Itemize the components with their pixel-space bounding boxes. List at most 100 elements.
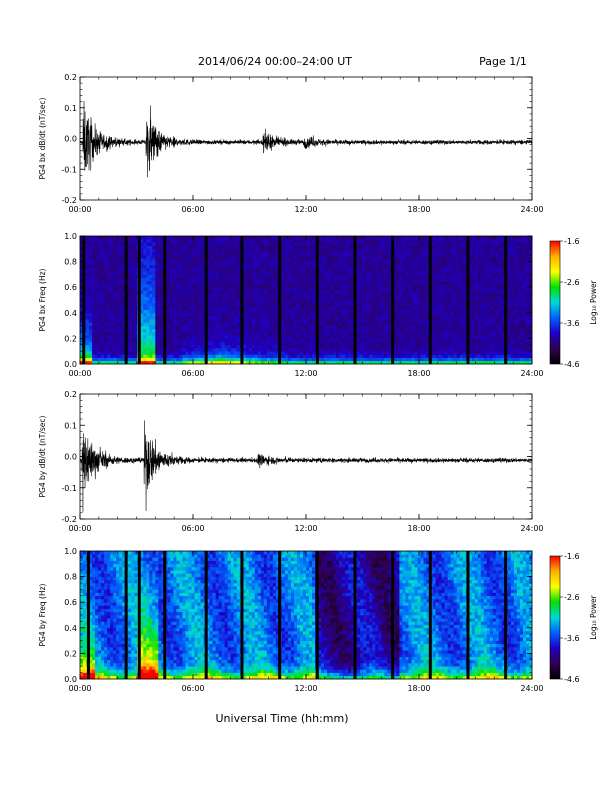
spectrogram-cell (224, 338, 228, 342)
spectrogram-cell (432, 258, 436, 262)
spectrogram-cell (402, 296, 406, 301)
spectrogram-cell (140, 271, 144, 275)
spectrogram-cell (275, 236, 280, 240)
spectrogram-cell (191, 284, 195, 288)
spectrogram-cell (104, 348, 108, 352)
spectrogram-cell (408, 316, 412, 320)
spectrogram-cell (182, 319, 186, 323)
spectrogram-cell (381, 239, 385, 243)
spectrogram-cell (179, 328, 183, 333)
spectrogram-cell (396, 344, 400, 349)
spectrogram-cell (348, 239, 352, 243)
spectrogram-cell (185, 325, 189, 330)
spectrogram-cell (393, 274, 397, 278)
spectrogram-cell (441, 341, 445, 346)
spectrogram-cell (393, 287, 397, 291)
spectrogram-cell (236, 316, 240, 320)
spectrogram-cell (224, 328, 228, 333)
spectrogram-cell (444, 335, 448, 339)
spectrogram-cell (281, 271, 286, 275)
spectrogram-cell (158, 306, 162, 310)
spectrogram-cell (330, 264, 334, 269)
spectrogram-cell (441, 303, 445, 307)
spectrogram-cell (110, 332, 114, 336)
spectrogram-cell (116, 271, 120, 275)
spectrogram-cell (92, 309, 96, 314)
spectrogram-cell (345, 348, 349, 352)
spectrogram-cell (179, 290, 183, 294)
spectrogram-cell (146, 351, 150, 355)
spectrogram-cell (200, 268, 204, 272)
spectrogram-cell (263, 293, 268, 298)
spectrogram-cell (80, 280, 84, 285)
spectrogram-cell (131, 287, 135, 291)
spectrogram-cell (86, 348, 90, 352)
spectrogram-cell (248, 261, 253, 266)
spectrogram-cell (321, 271, 325, 275)
spectrogram-cell (384, 332, 388, 336)
spectrogram-cell (104, 280, 108, 285)
spectrogram-cell (396, 303, 400, 307)
spectrogram-cell (212, 296, 216, 301)
spectrogram-cell (405, 252, 409, 256)
spectrogram-cell (381, 252, 385, 256)
spectrogram-cell (293, 335, 298, 339)
spectrogram-cell (89, 357, 93, 362)
spectrogram-cell (372, 335, 376, 339)
spectrogram-cell (411, 319, 415, 323)
spectrogram-cell (212, 354, 216, 358)
spectrogram-cell (348, 328, 352, 333)
spectrogram-cell (218, 280, 222, 285)
spectrogram-cell (290, 328, 295, 333)
spectrogram-cell (275, 280, 280, 285)
spectrogram-cell (396, 354, 400, 358)
spectrogram-cell (161, 271, 165, 275)
spectrogram-cell (363, 284, 367, 288)
spectrogram-cell (302, 354, 307, 358)
spectrogram-cell (438, 322, 442, 326)
spectrogram-cell (309, 274, 313, 278)
spectrogram-cell (360, 325, 364, 330)
spectrogram-cell (191, 341, 195, 346)
spectrogram-cell (272, 335, 277, 339)
spectrogram-cell (381, 344, 385, 349)
spectrogram-cell (170, 255, 174, 259)
spectrogram-cell (290, 332, 295, 336)
spectrogram-cell (444, 271, 448, 275)
spectrogram-cell (432, 312, 436, 317)
spectrogram-cell (155, 236, 159, 240)
spectrogram-cell (318, 271, 322, 275)
spectrogram-cell (212, 335, 216, 339)
spectrogram-cell (296, 325, 301, 330)
spectrogram-cell (287, 300, 292, 304)
spectrogram-cell (396, 258, 400, 262)
spectrogram-cell (149, 274, 153, 278)
spectrogram-cell (194, 303, 198, 307)
spectrogram-cell (345, 351, 349, 355)
spectrogram-cell (387, 248, 391, 253)
spectrogram-cell (110, 322, 114, 326)
spectrogram-cell (113, 293, 117, 298)
spectrogram-cell (254, 277, 259, 282)
spectrogram-cell (158, 271, 162, 275)
spectrogram-cell (363, 242, 367, 246)
spectrogram-cell (417, 306, 421, 310)
spectrogram-cell (360, 332, 364, 336)
spectrogram-cell (290, 354, 295, 358)
spectrogram-cell (212, 348, 216, 352)
spectrogram-cell (366, 296, 370, 301)
spectrogram-cell (176, 287, 180, 291)
spectrogram-cell (351, 328, 355, 333)
spectrogram-cell (417, 354, 421, 358)
spectrogram-cell (432, 325, 436, 330)
spectrogram-cell (128, 335, 132, 339)
spectrogram-cell (375, 341, 379, 346)
spectrogram-cell (302, 284, 307, 288)
spectrogram-cell (351, 306, 355, 310)
spectrogram-cell (369, 264, 373, 269)
spectrogram-cell (251, 351, 256, 355)
spectrogram-cell (339, 328, 343, 333)
spectrogram-cell (233, 245, 237, 250)
spectrogram-cell (275, 242, 280, 246)
spectrogram-cell (98, 309, 102, 314)
